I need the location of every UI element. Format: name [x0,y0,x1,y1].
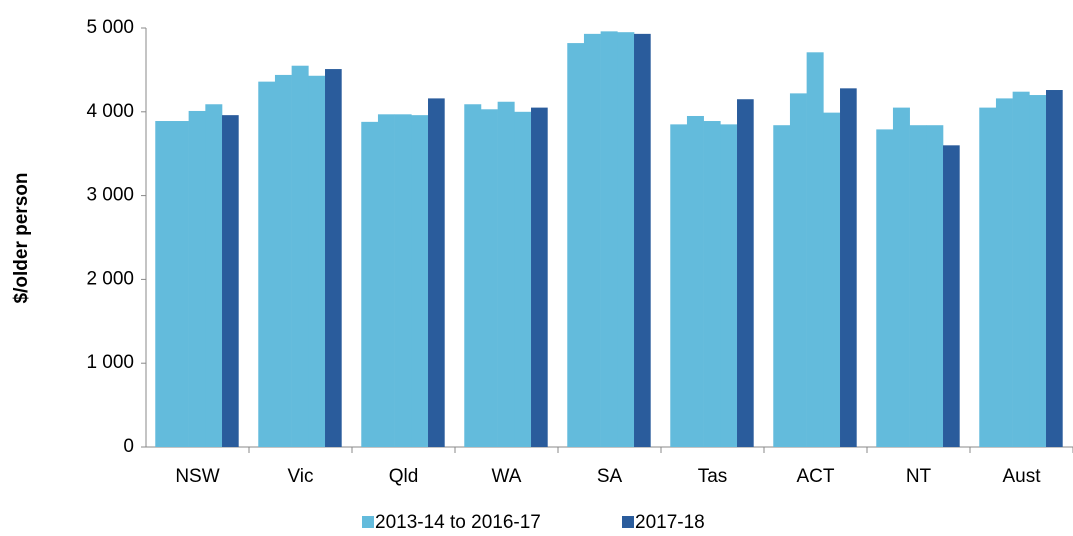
bar [995,98,1013,447]
bar [188,110,206,447]
bar [411,115,429,447]
bar [514,111,532,448]
bar [703,121,721,447]
bar [773,125,791,447]
bar [583,33,601,448]
bar [464,104,482,448]
y-tick-label: 2 000 [86,268,134,289]
x-tick-label: Vic [287,466,313,487]
bar [394,114,412,448]
bar [979,107,997,448]
bar [480,109,498,447]
y-tick-label: 5 000 [86,17,134,38]
bar [1029,95,1047,447]
bar [823,112,841,447]
bar [617,32,635,447]
bar [274,74,292,447]
y-tick-label: 1 000 [86,352,134,373]
bar [377,114,395,448]
bar [634,33,651,448]
x-tick-label: ACT [797,466,835,487]
bar [670,124,688,448]
legend-label: 2017-18 [635,512,705,533]
bar [222,115,239,447]
x-tick-label: Qld [389,466,419,487]
y-tick-label: 0 [123,436,134,457]
y-tick-label: 3 000 [86,185,134,206]
bar [171,121,189,447]
y-axis-title: $/older person [11,173,32,304]
y-tick-label: 4 000 [86,101,134,122]
bar [497,101,515,447]
x-tick-label: SA [597,466,623,487]
bar [806,52,824,447]
bar [876,129,894,447]
bar [308,75,326,448]
bar [258,81,276,447]
x-tick-label: WA [492,466,522,487]
bar [1046,90,1063,448]
x-tick-label: NSW [175,466,219,487]
bar [361,121,379,447]
bar [600,31,618,448]
bar [567,43,585,448]
bar [205,104,223,448]
legend-swatch [622,516,634,528]
bar [325,69,342,447]
x-tick-label: Aust [1002,466,1041,487]
bar [943,145,960,447]
x-tick-label: NT [906,466,932,487]
bar [840,88,857,447]
bar [155,121,173,447]
bar [737,99,754,447]
legend-label: 2013-14 to 2016-17 [375,512,541,533]
x-tick-label: Tas [698,466,728,487]
bar [892,107,910,448]
bar [291,65,309,448]
bar [1012,91,1030,448]
bar [428,98,445,447]
bar [909,125,927,447]
bar [926,125,944,447]
bar [686,115,704,448]
bar [531,107,548,448]
bar [789,93,807,447]
legend-swatch [362,516,374,528]
bar [720,124,738,448]
